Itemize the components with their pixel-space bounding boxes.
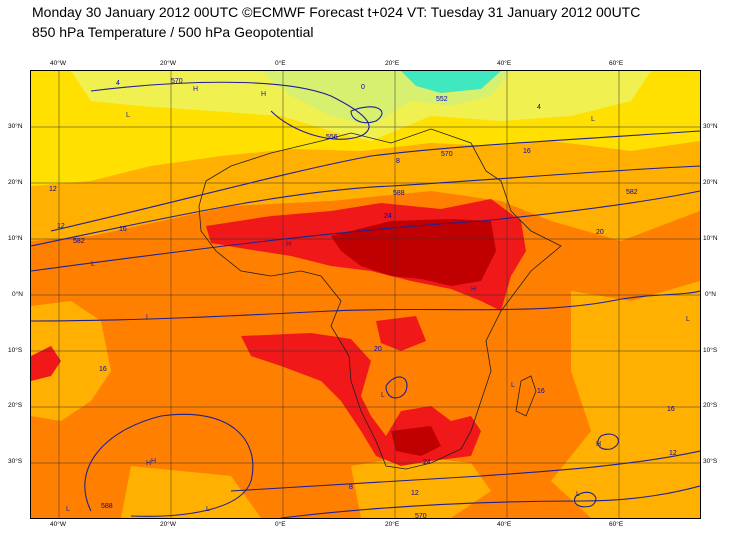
graticule xyxy=(31,71,700,518)
lon-label-bottom: 60°E xyxy=(609,521,624,528)
lat-label-right: 20°S xyxy=(703,402,718,409)
low-marker: L xyxy=(206,506,210,513)
temp-label: 8 xyxy=(396,158,400,165)
height-label: 588 xyxy=(101,503,113,510)
forecast-title: Monday 30 January 2012 00UTC ©ECMWF Fore… xyxy=(32,4,641,20)
lat-label-left: 0°N xyxy=(12,291,23,298)
temp-label: 12 xyxy=(49,186,57,193)
low-marker: L xyxy=(591,116,595,123)
temp-label: 20 xyxy=(374,346,382,353)
field-subtitle: 850 hPa Temperature / 500 hPa Geopotenti… xyxy=(32,24,314,40)
lat-label-right: 10°S xyxy=(703,347,718,354)
low-marker: L xyxy=(576,491,580,498)
lat-label-right: 20°N xyxy=(703,179,718,186)
geopotential-contours xyxy=(31,81,700,518)
temp-label: 16 xyxy=(667,406,675,413)
height-label: 570 xyxy=(415,513,427,518)
forecast-map: 4 8 12 16 16 24 20 20 16 16 12 12 24 16 … xyxy=(30,70,701,519)
lat-label-right: 30°S xyxy=(703,458,718,465)
height-label: 588 xyxy=(393,190,405,197)
lat-label-left: 10°N xyxy=(8,235,23,242)
height-label: 582 xyxy=(626,189,638,196)
lon-label-bottom: 40°E xyxy=(497,521,512,528)
lat-label-right: 10°N xyxy=(703,235,718,242)
lat-label-left: 20°N xyxy=(8,179,23,186)
height-label: 552 xyxy=(436,96,448,103)
lon-label-bottom: 20°W xyxy=(160,521,176,528)
height-label: 556 xyxy=(326,134,338,141)
lon-label-top: 60°E xyxy=(609,60,624,67)
temp-label: 8 xyxy=(349,484,353,491)
low-marker: L xyxy=(91,261,95,268)
height-label: 570 xyxy=(171,78,183,85)
high-marker: H xyxy=(261,91,266,98)
temp-label: 24 xyxy=(423,459,431,466)
temp-label: 20 xyxy=(596,229,604,236)
temp-band-12-16 xyxy=(31,301,111,421)
height-label: 570 xyxy=(441,151,453,158)
map-canvas: 4 8 12 16 16 24 20 20 16 16 12 12 24 16 … xyxy=(31,71,700,518)
temp-label: 0 xyxy=(361,84,365,91)
lon-label-top: 20°W xyxy=(160,60,176,67)
temperature-labels: 4 8 12 16 16 24 20 20 16 16 12 12 24 16 … xyxy=(49,80,677,497)
temp-label: 12 xyxy=(411,490,419,497)
lat-label-right: 30°N xyxy=(703,123,718,130)
temp-band-12-16 xyxy=(121,466,261,518)
high-marker: H xyxy=(193,86,198,93)
temp-band-12-16 xyxy=(351,456,491,518)
temp-label: 4 xyxy=(116,80,120,87)
temp-label: 16 xyxy=(119,226,127,233)
low-marker: L xyxy=(511,382,515,389)
lat-label-left: 10°S xyxy=(8,347,23,354)
low-marker: L xyxy=(146,314,150,321)
temp-band-20-24 xyxy=(376,316,426,351)
temp-label: 12 xyxy=(57,223,65,230)
coastline xyxy=(198,128,562,470)
lon-label-bottom: 0°E xyxy=(275,521,286,528)
temp-band-24-28 xyxy=(391,426,441,456)
temp-band-20-24 xyxy=(31,346,61,381)
high-marker: H xyxy=(596,441,601,448)
high-marker: H xyxy=(146,460,151,467)
low-marker: L xyxy=(686,316,690,323)
lon-label-top: 0°E xyxy=(275,60,286,67)
pressure-markers: H L H L H L L H L H L L H L L H L xyxy=(66,86,690,513)
lon-label-bottom: 40°W xyxy=(50,521,66,528)
low-marker: L xyxy=(66,506,70,513)
lat-label-left: 20°S xyxy=(8,402,23,409)
temp-label: 16 xyxy=(537,388,545,395)
lat-label-left: 30°N xyxy=(8,123,23,130)
high-marker: H xyxy=(471,286,476,293)
lat-label-right: 0°N xyxy=(705,291,716,298)
lat-label-left: 30°S xyxy=(8,458,23,465)
temp-band-12-16 xyxy=(551,281,700,518)
temp-label: 4 xyxy=(537,104,541,111)
high-marker: H xyxy=(286,241,291,248)
low-marker: L xyxy=(126,112,130,119)
island-outline xyxy=(515,375,537,417)
temp-label: 16 xyxy=(523,148,531,155)
temp-band-24-28 xyxy=(331,219,496,286)
high-marker: H xyxy=(151,458,156,465)
temp-label: 12 xyxy=(669,450,677,457)
height-label: 582 xyxy=(73,238,85,245)
lon-label-bottom: 20°E xyxy=(385,521,400,528)
low-marker: L xyxy=(381,392,385,399)
geopotential-labels: 570 556 570 582 582 588 570 552 588 xyxy=(73,78,638,518)
lon-label-top: 40°E xyxy=(497,60,512,67)
cold-patch xyxy=(401,71,501,93)
temp-label: 24 xyxy=(384,213,392,220)
lon-label-top: 40°W xyxy=(50,60,66,67)
lon-label-top: 20°E xyxy=(385,60,400,67)
temp-label: 16 xyxy=(99,366,107,373)
